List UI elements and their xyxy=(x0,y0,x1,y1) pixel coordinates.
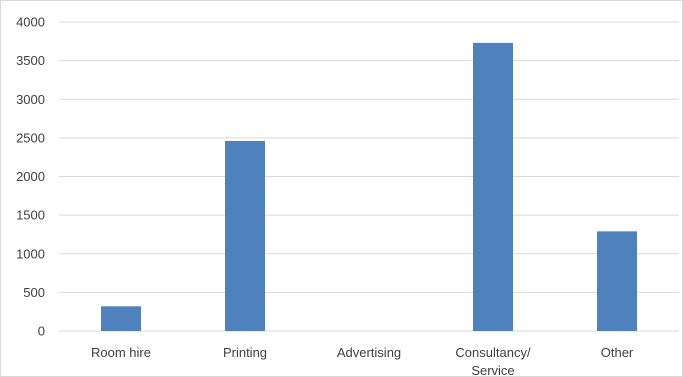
x-category-label: Room hire xyxy=(91,345,151,360)
bar-4 xyxy=(597,231,637,331)
y-tick-label: 3500 xyxy=(16,53,45,68)
y-tick-label: 1500 xyxy=(16,208,45,223)
y-tick-label: 0 xyxy=(38,324,45,339)
x-category-label: Consultancy/ xyxy=(455,345,531,360)
y-tick-label: 4000 xyxy=(16,15,45,30)
x-category-label: Service xyxy=(471,363,514,376)
bar-0 xyxy=(101,306,141,331)
y-tick-label: 1000 xyxy=(16,246,45,261)
x-category-label: Printing xyxy=(223,345,267,360)
y-tick-label: 3000 xyxy=(16,92,45,107)
y-tick-label: 2000 xyxy=(16,169,45,184)
x-category-label: Other xyxy=(601,345,634,360)
bar-3 xyxy=(473,43,513,331)
y-tick-label: 500 xyxy=(23,285,45,300)
x-category-label: Advertising xyxy=(337,345,401,360)
y-tick-label: 2500 xyxy=(16,130,45,145)
bar-1 xyxy=(225,141,265,331)
